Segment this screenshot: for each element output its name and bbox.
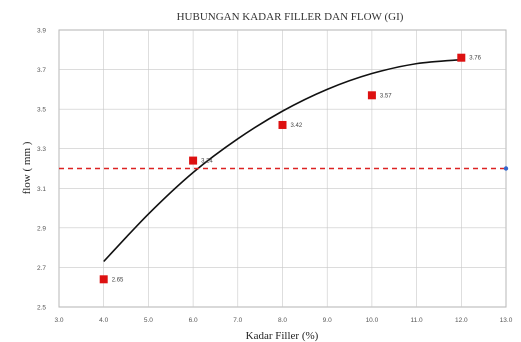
- y-tick-label: 3.9: [37, 28, 46, 35]
- chart-title: HUBUNGAN KADAR FILLER DAN FLOW (GI): [177, 11, 404, 23]
- x-tick-label: 10.0: [366, 317, 379, 324]
- x-tick-label: 6.0: [189, 317, 198, 324]
- trendline: [103, 58, 462, 263]
- x-tick-label: 8.0: [278, 317, 287, 324]
- y-tick-label: 3.5: [37, 107, 46, 114]
- y-tick-label: 3.7: [37, 67, 46, 74]
- y-tick-label: 2.9: [37, 225, 46, 232]
- data-point: [457, 53, 466, 62]
- x-tick-label: 4.0: [99, 317, 108, 324]
- x-tick-label: 9.0: [323, 317, 332, 324]
- y-tick-label: 3.1: [37, 186, 46, 193]
- x-tick-label: 5.0: [144, 317, 153, 324]
- x-axis-title: Kadar Filler (%): [246, 330, 319, 342]
- data-points: 2.65 3.24 3.42 3.57 3.76: [99, 53, 482, 284]
- x-tick-label: 11.0: [411, 317, 424, 324]
- tick-labels: 3.0 4.0 5.0 6.0 7.0 8.0 9.0 10.0 11.0 12.0 13.0 2.5…: [37, 28, 513, 325]
- grid: [58, 29, 507, 308]
- data-label: 3.57: [380, 93, 392, 99]
- data-label: 3.76: [469, 56, 481, 62]
- data-point: [189, 156, 198, 165]
- y-tick-label: 2.7: [37, 265, 46, 272]
- y-axis-title: flow ( mm ): [21, 141, 33, 194]
- x-tick-label: 3.0: [54, 317, 63, 324]
- x-tick-label: 13.0: [500, 317, 513, 324]
- data-label: 3.42: [291, 123, 303, 129]
- data-point: [367, 91, 376, 100]
- data-label: 2.65: [112, 277, 124, 283]
- y-tick-label: 3.3: [37, 146, 46, 153]
- data-label: 3.24: [201, 159, 213, 165]
- x-tick-label: 7.0: [233, 317, 242, 324]
- data-point: [99, 275, 108, 284]
- reference-line-end-marker: [503, 166, 509, 171]
- x-tick-label: 12.0: [455, 317, 468, 324]
- data-point: [278, 120, 287, 129]
- y-tick-label: 2.5: [37, 305, 46, 312]
